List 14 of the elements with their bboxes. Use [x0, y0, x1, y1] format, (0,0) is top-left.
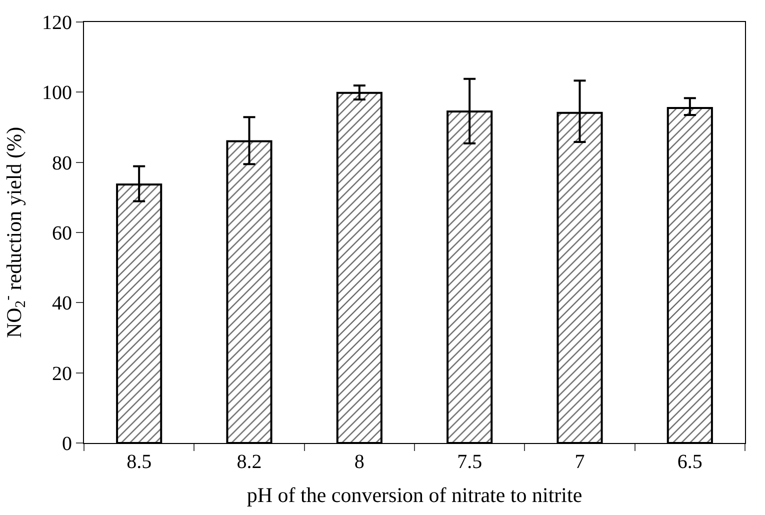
x-tick-label: 6.5: [677, 451, 702, 473]
y-tick-label: 120: [42, 12, 72, 34]
y-tick-label: 80: [52, 152, 72, 174]
y-tick-label: 60: [52, 222, 72, 244]
y-tick-label: 20: [52, 362, 72, 385]
x-tick-label: 8.2: [236, 451, 262, 473]
y-tick-label: 100: [42, 82, 72, 104]
x-tick-label: 8: [354, 451, 364, 473]
x-tick-label: 8.5: [126, 451, 152, 473]
y-tick-label: 40: [52, 292, 72, 315]
x-tick-label: 7.5: [457, 451, 482, 473]
x-axis-title: pH of the conversion of nitrate to nitrite: [246, 483, 582, 508]
y-tick-label: 0: [62, 433, 72, 455]
x-tick-label: 7: [574, 451, 585, 473]
